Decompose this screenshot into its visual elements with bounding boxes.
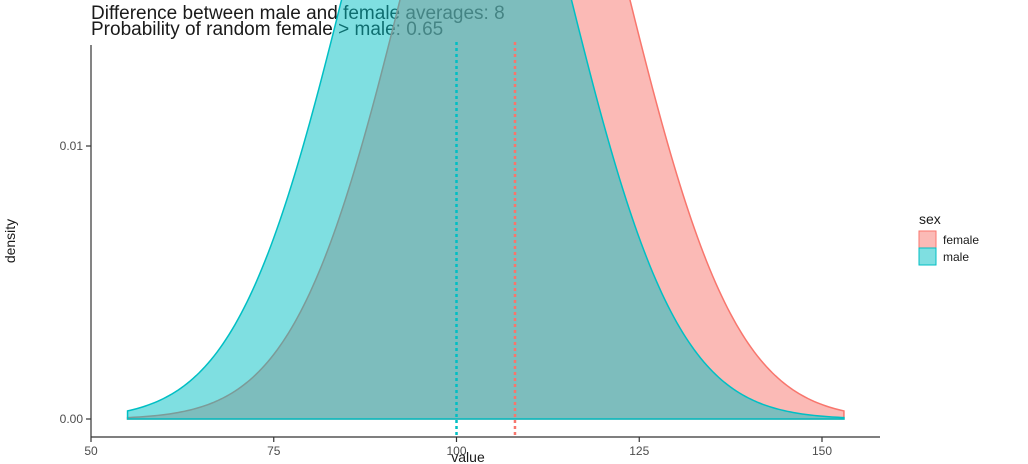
x-tick-label: 150 (812, 444, 832, 458)
legend: sex female male (918, 211, 979, 266)
x-axis-title: value (451, 449, 485, 464)
legend-key-female (918, 230, 937, 249)
density-area-male (126, 0, 845, 420)
y-axis-ticks: 0.000.010.02 (60, 139, 91, 426)
y-tick-label: 0.00 (60, 412, 84, 426)
legend-label-male: male (943, 250, 969, 264)
x-tick-label: 50 (84, 444, 98, 458)
x-axis-ticks: 50 75 100 125 150 (84, 437, 832, 458)
legend-title: sex (919, 211, 941, 227)
plot-area (126, 0, 845, 437)
x-tick-label: 125 (629, 444, 649, 458)
x-tick-label: 75 (267, 444, 281, 458)
legend-key-male (918, 247, 937, 266)
y-tick-label: 0.01 (60, 139, 84, 153)
x-tick-label: 100 (446, 444, 466, 458)
legend-label-female: female (943, 233, 979, 247)
y-axis-title: density (2, 219, 18, 263)
